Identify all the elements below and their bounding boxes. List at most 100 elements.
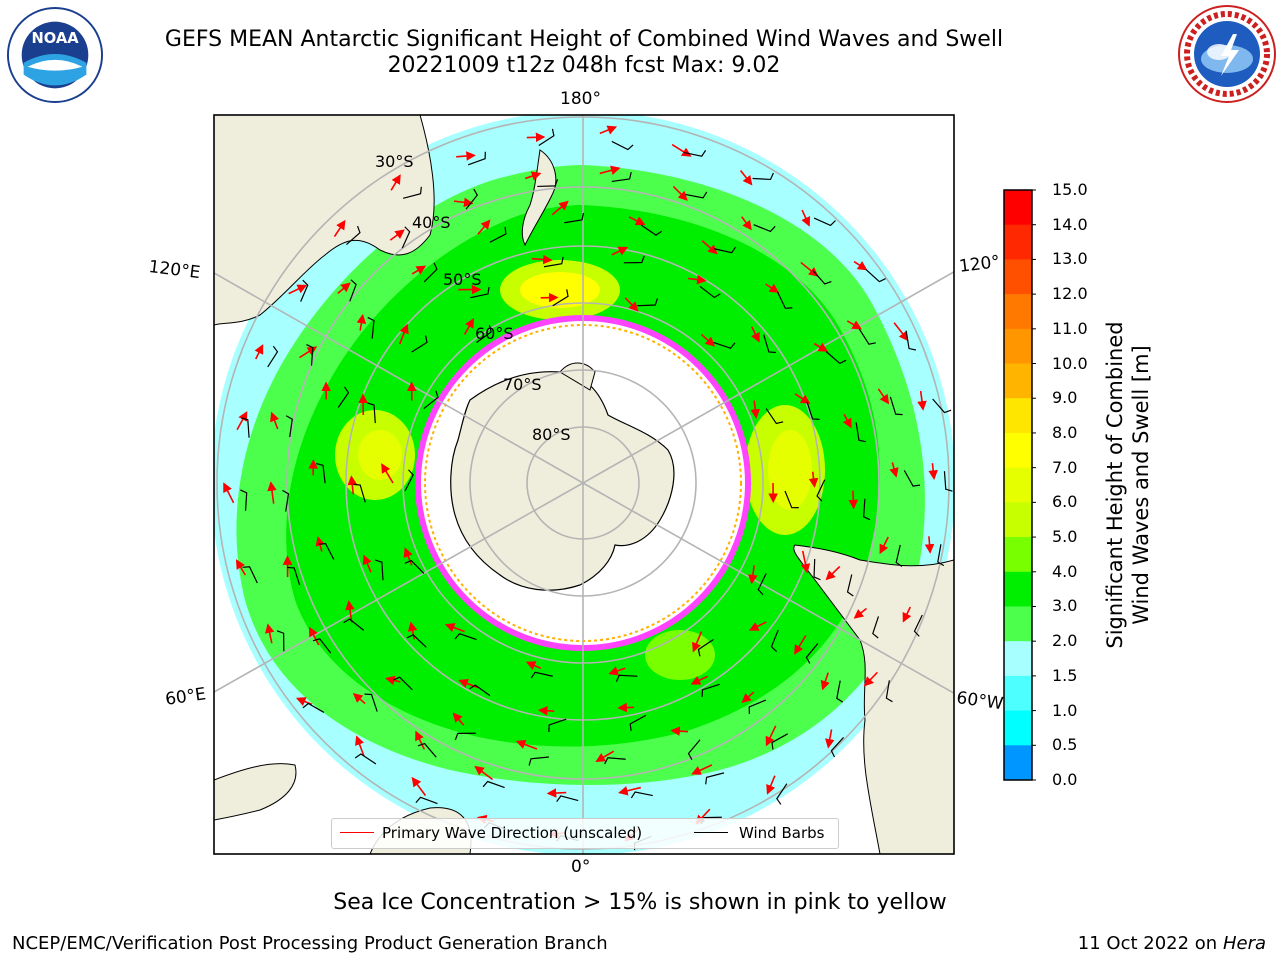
wind-barb xyxy=(713,341,736,349)
chart-subtitle: 20221009 t12z 048h fcst Max: 9.02 xyxy=(387,53,781,78)
wind-barb xyxy=(306,344,314,366)
lat-label-30s: 30°S xyxy=(375,152,414,171)
wind-barb xyxy=(423,390,439,410)
wind-barb xyxy=(469,684,491,697)
wave-direction-arrow xyxy=(800,261,819,277)
colorbar-tick-label: 7.0 xyxy=(1052,457,1078,477)
wave-direction-arrow xyxy=(701,240,718,255)
wind-barb xyxy=(611,171,632,183)
colorbar-tick-label: 8.0 xyxy=(1052,422,1078,442)
colorbar-segment xyxy=(1004,710,1032,746)
colorbar-segment xyxy=(1004,502,1032,538)
wind-barb xyxy=(604,757,626,765)
wind-barb xyxy=(346,225,361,246)
wave-direction-arrow xyxy=(477,219,491,235)
wave-direction-arrow xyxy=(617,702,635,713)
colorbar-tick-label: 4.0 xyxy=(1052,561,1078,581)
wave-direction-arrow xyxy=(309,626,320,646)
colorbar-tick-label: 10.0 xyxy=(1052,353,1088,373)
wave-direction-arrow xyxy=(618,786,641,796)
legend-swatch-barbs xyxy=(694,832,728,833)
wind-barb xyxy=(364,693,378,712)
wave-direction-arrow xyxy=(741,691,755,704)
wind-barb xyxy=(748,699,767,714)
wind-barb xyxy=(895,544,903,567)
wind-barb xyxy=(316,462,326,484)
wind-barb xyxy=(402,186,422,199)
wind-barb xyxy=(830,737,844,758)
sea-ice-caption: Sea Ice Concentration > 15% is shown in … xyxy=(333,890,947,915)
colorbar-tick-label: 15.0 xyxy=(1052,180,1088,199)
wind-barb xyxy=(276,630,285,652)
wave-direction-arrow xyxy=(700,333,716,347)
wind-barb xyxy=(640,224,663,236)
wave-direction-arrow xyxy=(690,675,708,685)
colorbar-segment xyxy=(1004,537,1032,573)
wind-barb xyxy=(937,544,945,567)
wave-direction-arrow xyxy=(794,635,807,655)
wind-barb xyxy=(564,212,585,224)
wind-barb xyxy=(470,286,490,299)
antarctica-land xyxy=(450,371,675,591)
wave-direction-arrow xyxy=(671,143,692,157)
wind-barb xyxy=(415,796,438,805)
wave-direction-arrow xyxy=(820,672,830,691)
wind-barb xyxy=(872,616,880,639)
wind-barb xyxy=(615,674,638,682)
footer-branch: NCEP/EMC/Verification Post Processing Pr… xyxy=(12,933,608,954)
wave-direction-arrow xyxy=(902,606,912,623)
wave-direction-arrow xyxy=(608,666,626,676)
wave-direction-arrow xyxy=(537,705,555,716)
wave-direction-arrow xyxy=(595,750,615,762)
legend-swatch-wave xyxy=(340,832,374,833)
wave-direction-arrow xyxy=(800,550,811,574)
wind-barb xyxy=(765,408,784,425)
wave-direction-arrow xyxy=(352,693,366,705)
wave-direction-arrow xyxy=(846,320,862,330)
wind-barb xyxy=(630,791,653,799)
wind-barb xyxy=(556,795,579,802)
wind-barb xyxy=(816,479,826,502)
wave-direction-arrow xyxy=(254,344,264,360)
colorbar-tick-label: 1.5 xyxy=(1052,665,1078,685)
wave-direction-arrow xyxy=(739,169,753,186)
wave-direction-arrow xyxy=(877,388,890,405)
wind-barb xyxy=(905,330,917,351)
wave-direction-arrow xyxy=(917,390,927,411)
colorbar-frame xyxy=(1003,189,1033,781)
wind-barb xyxy=(865,269,886,283)
colorbar-segment xyxy=(1004,432,1032,469)
wind-barb xyxy=(889,396,903,416)
colorbar-tick-label: 9.0 xyxy=(1052,388,1078,408)
wave-direction-arrow xyxy=(751,326,760,343)
wave-direction-arrow xyxy=(453,197,474,208)
wind-barb xyxy=(846,574,854,597)
wind-barb xyxy=(454,732,476,741)
colorbar-tick-label: 1.0 xyxy=(1052,700,1078,720)
wind-barb xyxy=(404,469,414,492)
noaa-logo-text: NOAA xyxy=(31,30,79,47)
wave-direction-arrow xyxy=(750,400,761,419)
wave-direction-arrow xyxy=(267,481,277,504)
colorbar-segment xyxy=(1004,745,1032,781)
colorbar-segment xyxy=(1004,328,1032,365)
wind-barb xyxy=(753,224,776,233)
wave-direction-arrow xyxy=(295,697,313,706)
wind-barb xyxy=(763,334,776,354)
wind-barb xyxy=(337,386,350,408)
wave-direction-arrow xyxy=(407,621,418,640)
wave-direction-arrow xyxy=(524,171,542,181)
wave-direction-arrow xyxy=(264,623,275,644)
wave-direction-arrow xyxy=(825,729,835,749)
wave-direction-arrow xyxy=(288,284,308,295)
wave-field-5m-south xyxy=(645,630,715,680)
wave-direction-arrow xyxy=(765,725,777,747)
wind-barb xyxy=(367,316,375,339)
wind-barb xyxy=(349,279,357,302)
wind-barb xyxy=(467,151,486,166)
colorbar-tick-label: 6.0 xyxy=(1052,492,1078,512)
colorbar-segment xyxy=(1004,190,1032,226)
wind-barb xyxy=(406,634,427,648)
wind-barb xyxy=(367,402,376,424)
wave-direction-arrow xyxy=(333,219,346,238)
